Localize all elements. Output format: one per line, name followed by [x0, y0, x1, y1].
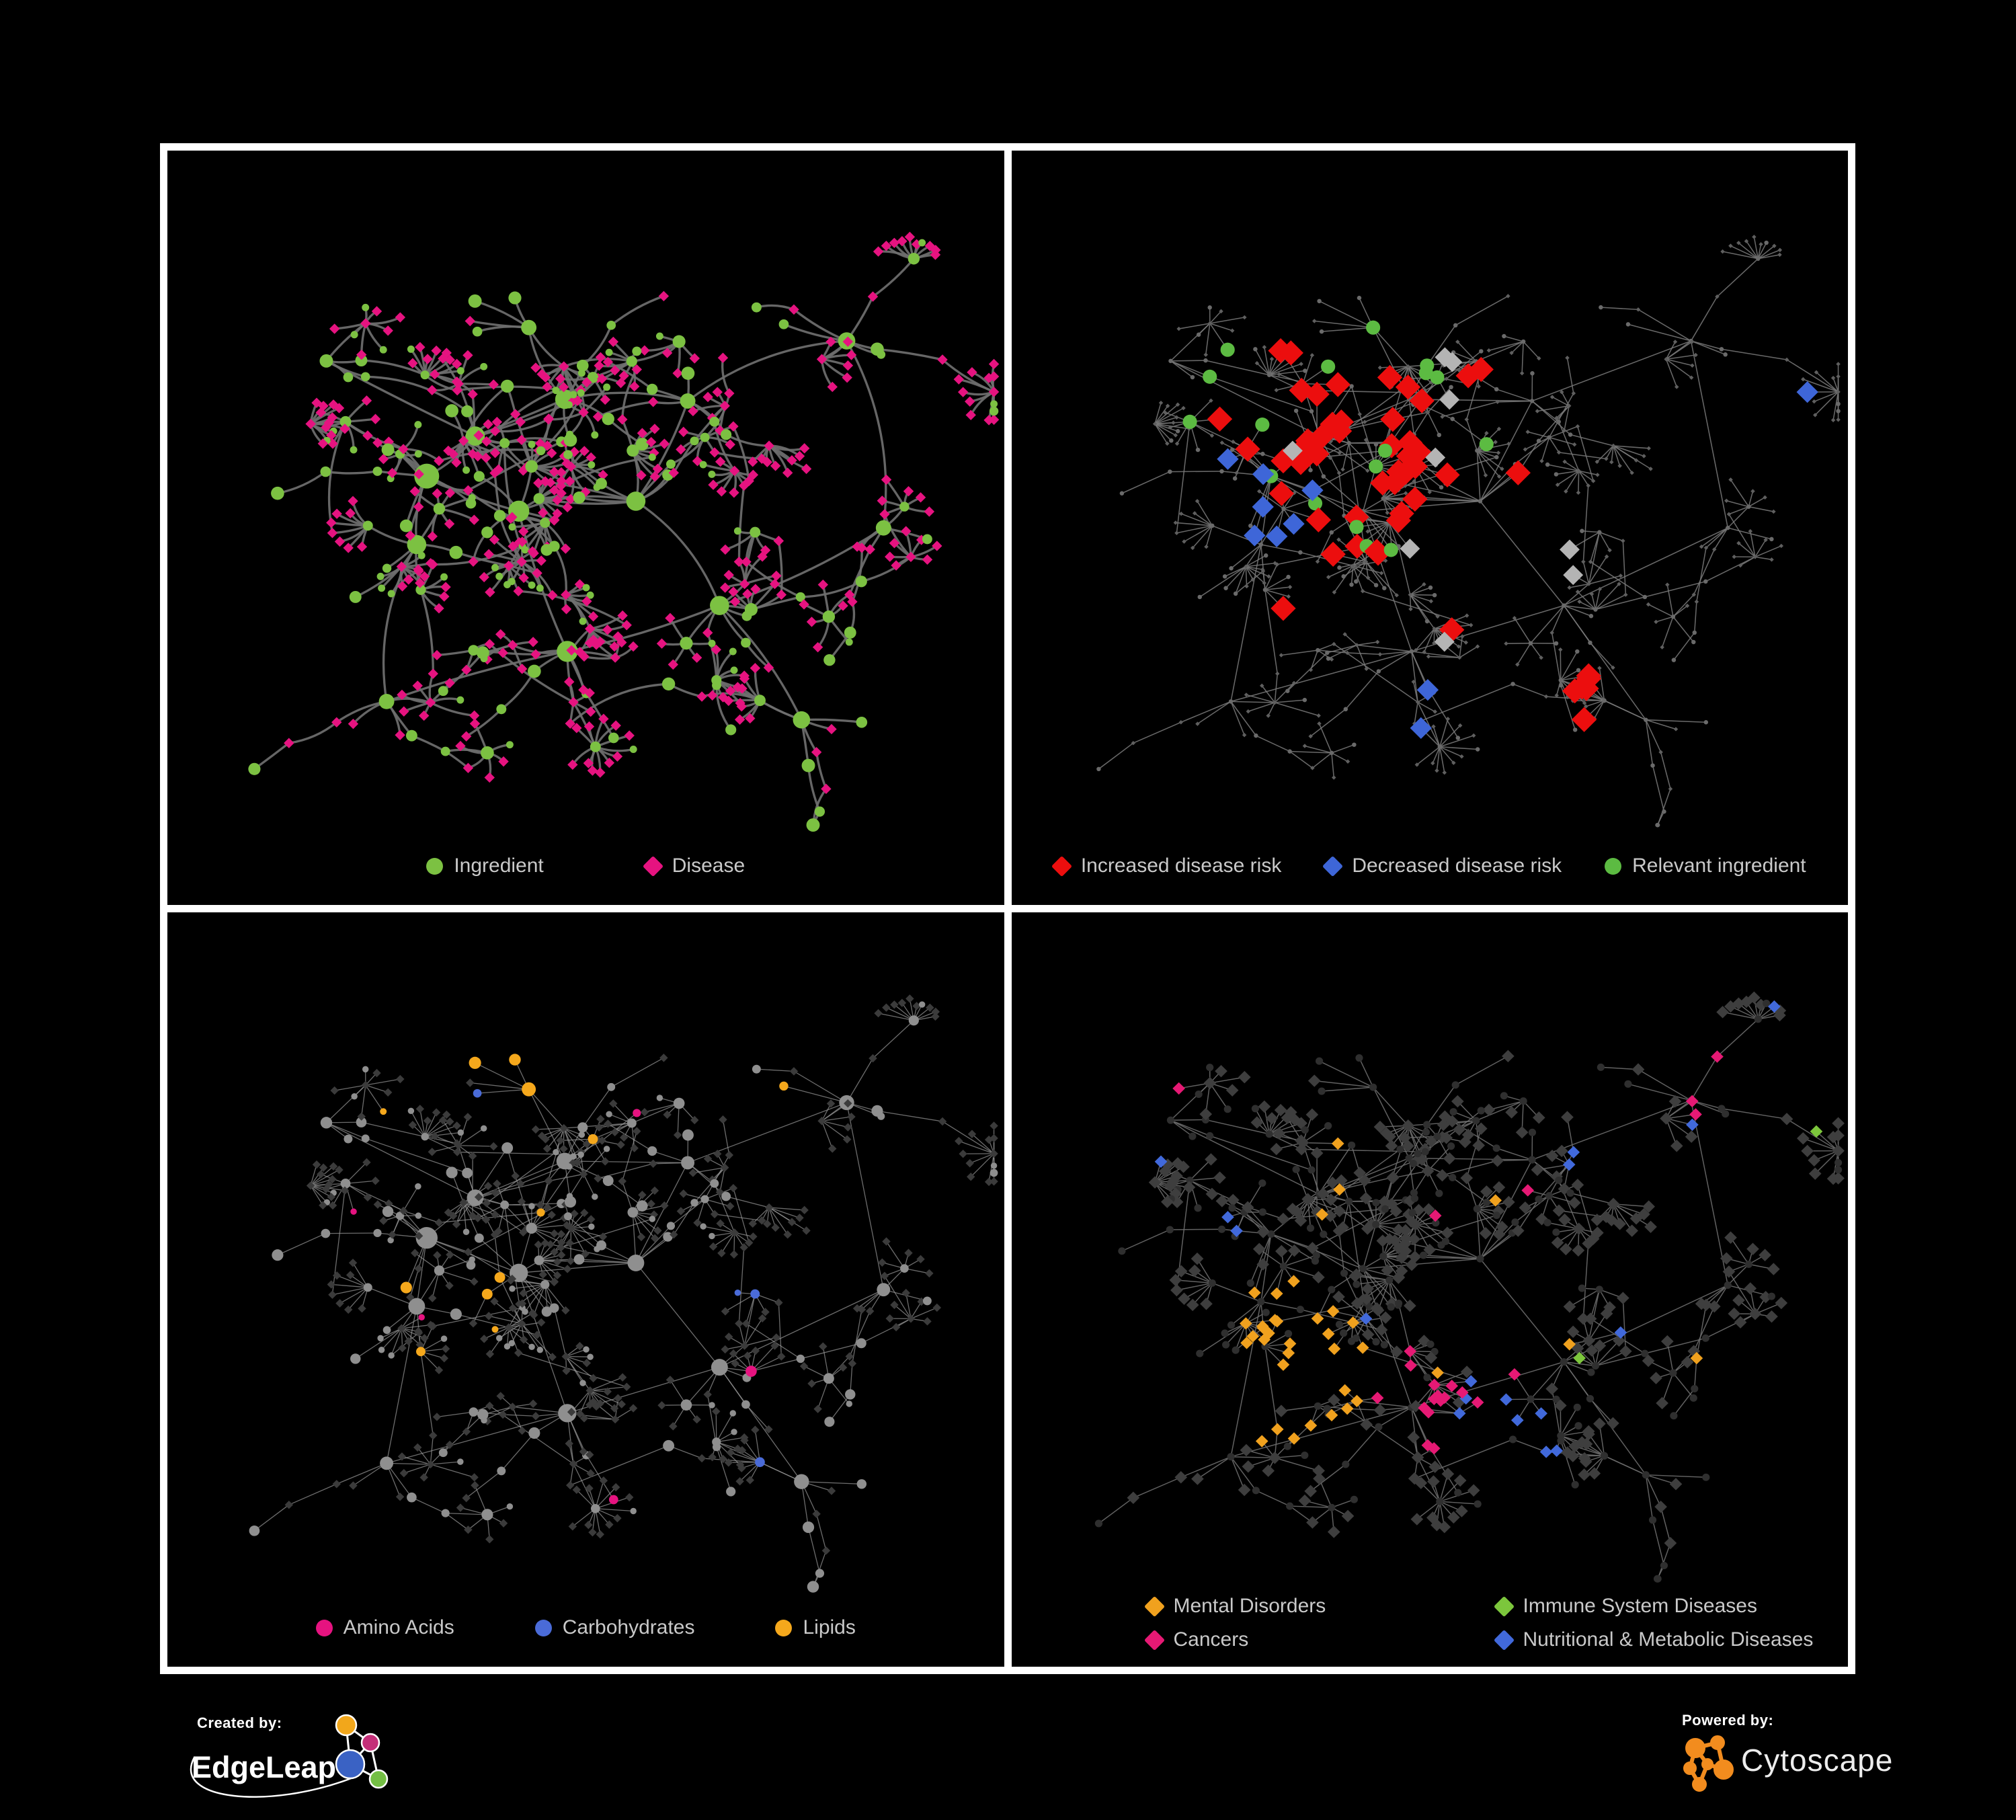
panel-ingredient-disease: Ingredient Disease — [167, 151, 1004, 905]
created-by-label: Created by: — [197, 1714, 282, 1731]
diamond-swatch-icon — [1143, 1595, 1165, 1617]
diamond-swatch-icon — [1143, 1629, 1165, 1651]
legend-label: Lipids — [803, 1616, 856, 1638]
edgeleap-node-orange — [335, 1714, 358, 1737]
circle-swatch-icon — [315, 1619, 333, 1636]
legend-label: Immune System Diseases — [1523, 1595, 1757, 1617]
legend-disease-risk: Increased disease risk Decreased disease … — [1012, 835, 1849, 905]
legend-nutrient-classes: Amino Acids Carbohydrates Lipids — [167, 1597, 1004, 1667]
legend-item: Disease — [642, 855, 745, 877]
edgeleap-node-magenta — [360, 1733, 380, 1753]
circle-swatch-icon — [775, 1619, 793, 1636]
legend-label: Nutritional & Metabolic Diseases — [1523, 1628, 1814, 1651]
edgeleap-logo: Created by: EdgeLeap — [157, 1708, 412, 1817]
legend-item: Relevant ingredient — [1605, 855, 1806, 877]
legend-item: Cancers — [1143, 1628, 1496, 1651]
network-graph-nutrient-classes — [249, 994, 998, 1593]
circle-swatch-icon — [426, 857, 444, 875]
edgeleap-swoosh — [190, 1757, 354, 1798]
legend-label: Increased disease risk — [1080, 855, 1282, 877]
legend-item: Lipids — [775, 1616, 856, 1639]
cytoscape-icon — [1683, 1735, 1734, 1792]
legend-label: Decreased disease risk — [1352, 855, 1562, 877]
legend-item: Immune System Diseases — [1493, 1595, 1814, 1618]
network-graph-ingredient-disease — [248, 231, 1000, 832]
edgeleap-wordmark: EdgeLeap — [192, 1750, 336, 1784]
edgeleap-icon — [335, 1714, 389, 1789]
diamond-swatch-icon — [1051, 855, 1072, 877]
legend-item: Carbohydrates — [534, 1616, 695, 1639]
legend-item: Amino Acids — [315, 1616, 454, 1639]
panel-disease-classes: Mental Disorders Immune System Diseases Ca… — [1011, 912, 1849, 1667]
network-graph-disease-risk — [1096, 235, 1841, 828]
edgeleap-node-green — [368, 1769, 389, 1789]
legend-item: Ingredient — [426, 855, 544, 877]
legend-label: Relevant ingredient — [1632, 855, 1806, 877]
legend-label: Ingredient — [454, 855, 544, 877]
diamond-swatch-icon — [1493, 1629, 1515, 1651]
network-graph-disease-classes — [1094, 991, 1845, 1583]
panel-grid: Ingredient Disease Increased disease risk… — [160, 143, 1855, 1674]
legend-label: Carbohydrates — [562, 1616, 695, 1638]
circle-swatch-icon — [534, 1619, 552, 1636]
circle-swatch-icon — [1605, 857, 1622, 875]
diamond-swatch-icon — [1493, 1595, 1515, 1617]
legend-item: Mental Disorders — [1143, 1595, 1496, 1618]
legend-item: Increased disease risk — [1051, 855, 1282, 877]
powered-by-label: Powered by: — [1682, 1712, 1773, 1729]
legend-disease-classes: Mental Disorders Immune System Diseases Ca… — [1012, 1589, 1849, 1667]
cytoscape-logo: Powered by: Cytoscape — [1675, 1709, 1978, 1800]
legend-item: Nutritional & Metabolic Diseases — [1493, 1628, 1814, 1651]
diamond-swatch-icon — [642, 855, 663, 877]
panel-nutrient-classes: Amino Acids Carbohydrates Lipids — [167, 912, 1004, 1667]
legend-label: Amino Acids — [343, 1616, 454, 1638]
legend-ingredient-disease: Ingredient Disease — [167, 835, 1004, 905]
diamond-swatch-icon — [1322, 855, 1344, 877]
edgeleap-node-blue — [335, 1749, 366, 1780]
cytoscape-wordmark: Cytoscape — [1741, 1743, 1893, 1778]
panel-disease-risk: Increased disease risk Decreased disease … — [1011, 151, 1849, 905]
legend-label: Cancers — [1173, 1628, 1249, 1651]
legend-label: Mental Disorders — [1173, 1595, 1326, 1617]
legend-item: Decreased disease risk — [1322, 855, 1562, 877]
legend-label: Disease — [672, 855, 745, 877]
